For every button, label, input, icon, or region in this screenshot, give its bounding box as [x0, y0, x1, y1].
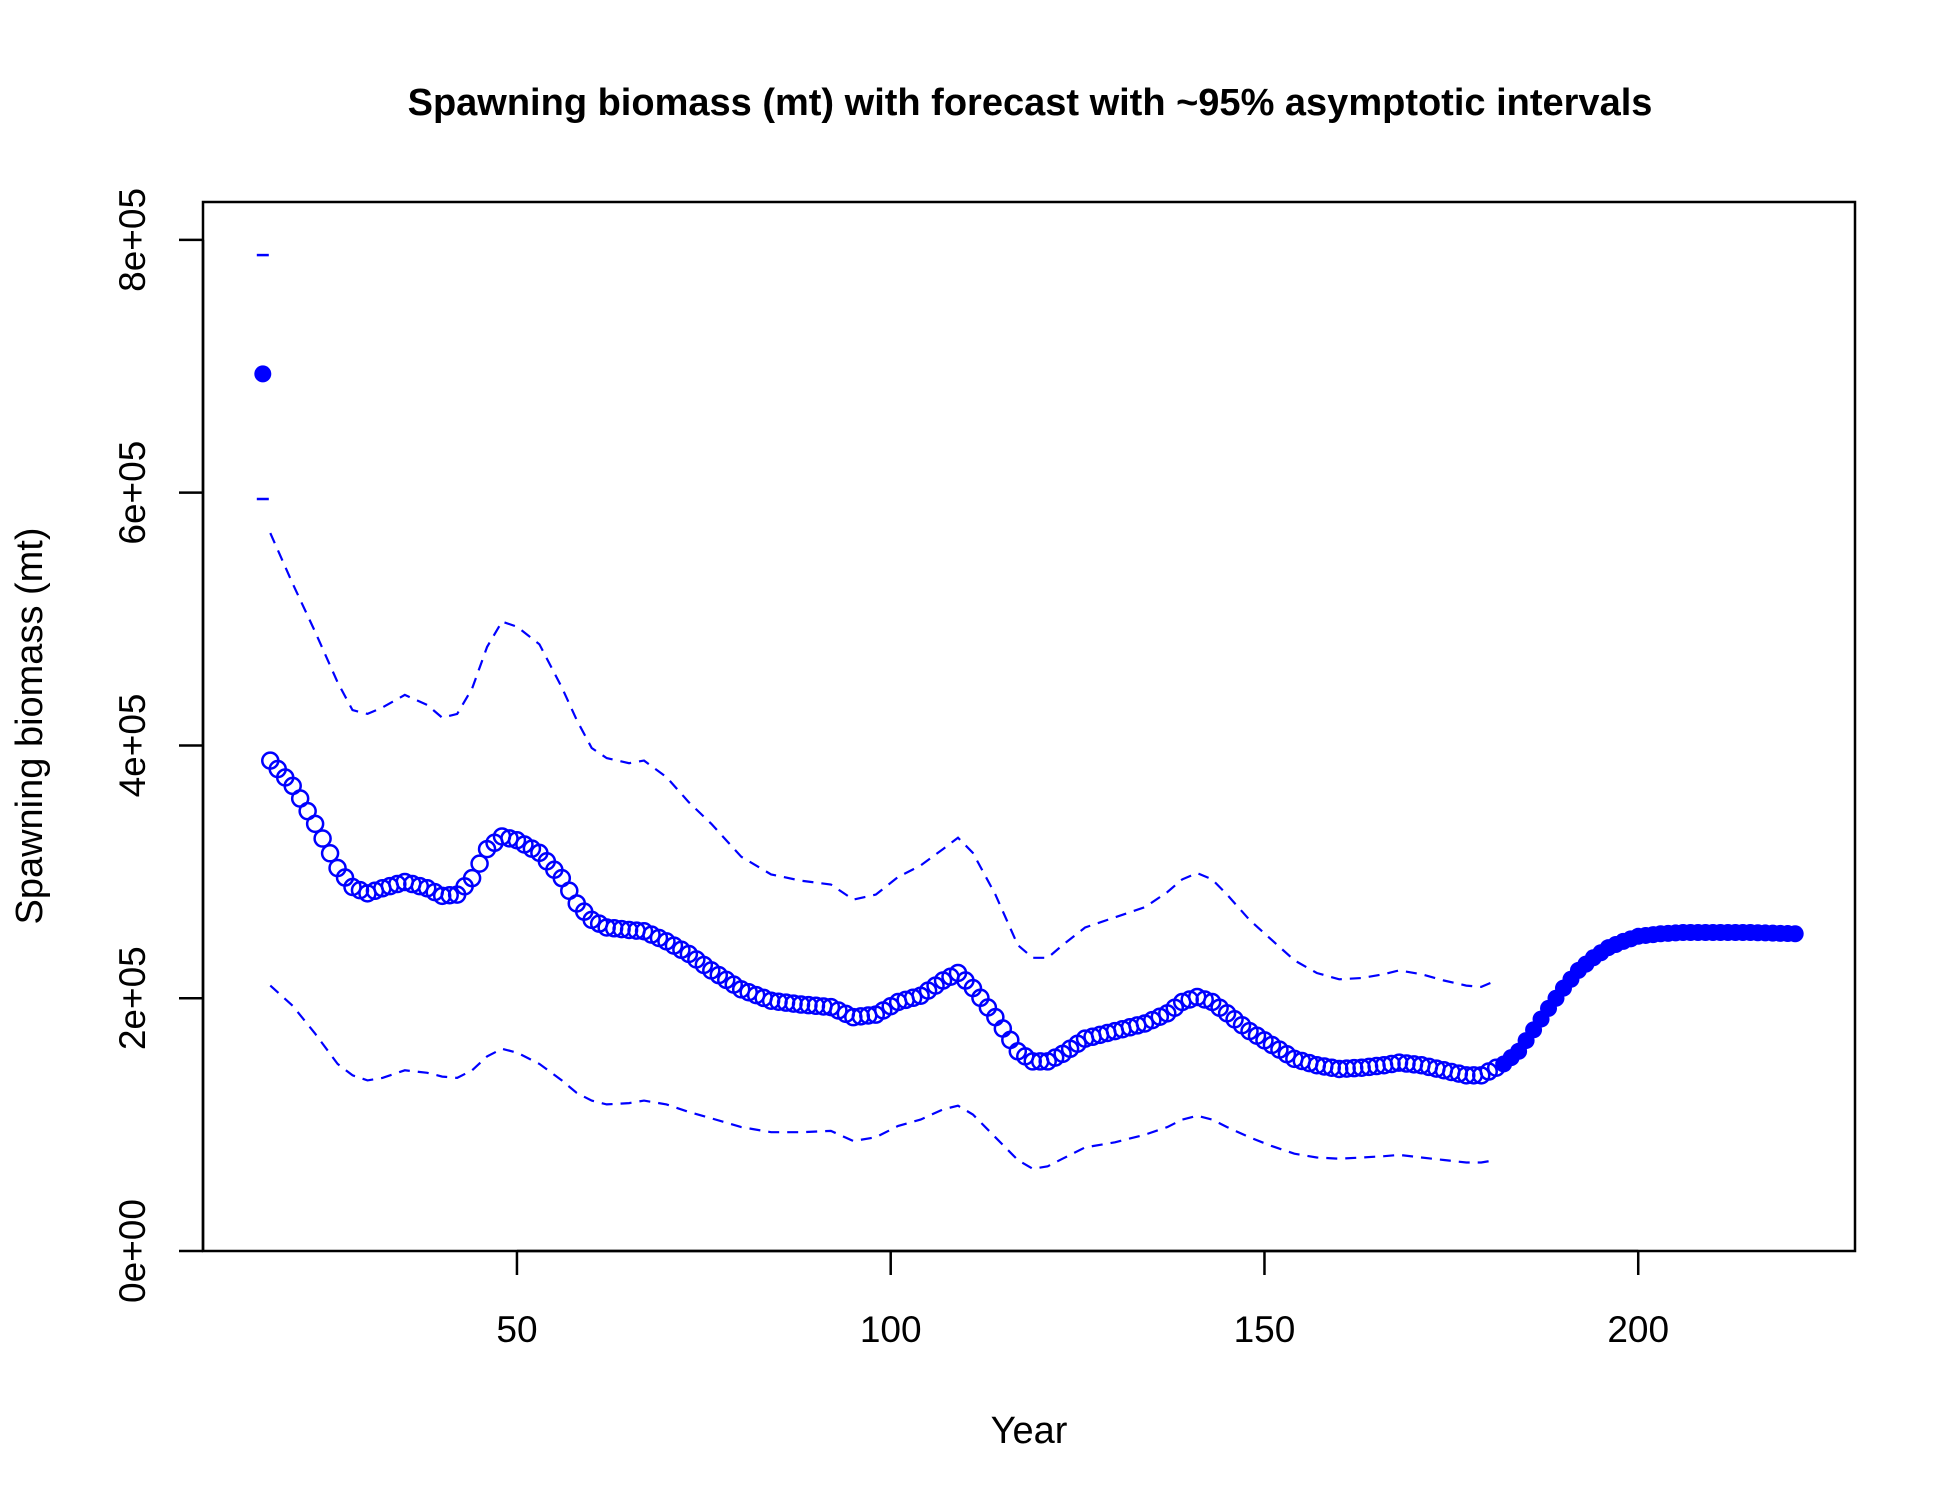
- lower-interval-path: [269, 984, 1497, 1170]
- estimate-point: [440, 885, 459, 905]
- y-tick-label: 4e+05: [112, 693, 153, 797]
- x-tick-label: 200: [1607, 1309, 1669, 1350]
- estimate-point: [305, 814, 325, 834]
- biomass-points: [254, 253, 1804, 1085]
- x-axis-label: Year: [991, 1410, 1068, 1452]
- estimate-point: [1001, 1030, 1020, 1050]
- estimate-point: [903, 988, 923, 1008]
- y-tick-label: 6e+05: [112, 441, 153, 545]
- estimate-point: [462, 868, 482, 888]
- estimate-point: [470, 854, 489, 873]
- y-tick-label: 2e+05: [112, 946, 153, 1050]
- upper-interval-path: [269, 532, 1497, 989]
- estimate-point: [320, 844, 340, 863]
- lower-interval-line: [269, 984, 1497, 1170]
- y-axis: 0e+00 2e+05 4e+05 6e+05 8e+05: [112, 188, 205, 1303]
- y-tick-label: 8e+05: [112, 188, 153, 292]
- upper-interval-line: [269, 532, 1497, 989]
- x-tick-label: 50: [496, 1309, 537, 1350]
- estimate-point: [313, 829, 332, 848]
- x-axis: 50 100 150 200: [496, 1249, 1669, 1350]
- y-axis-label: Spawning biomass (mt): [9, 527, 51, 924]
- x-tick-label: 100: [860, 1309, 922, 1350]
- x-tick-label: 150: [1234, 1309, 1296, 1350]
- virgin-biomass-point: [254, 365, 272, 383]
- estimate-point: [993, 1019, 1013, 1038]
- plot-frame: [201, 200, 1857, 1253]
- estimate-point: [500, 829, 519, 848]
- y-tick-label: 0e+00: [112, 1199, 153, 1303]
- estimate-point: [1195, 990, 1214, 1009]
- forecast-point: [1786, 925, 1804, 943]
- chart-title: Spawning biomass (mt) with forecast with…: [408, 82, 1653, 124]
